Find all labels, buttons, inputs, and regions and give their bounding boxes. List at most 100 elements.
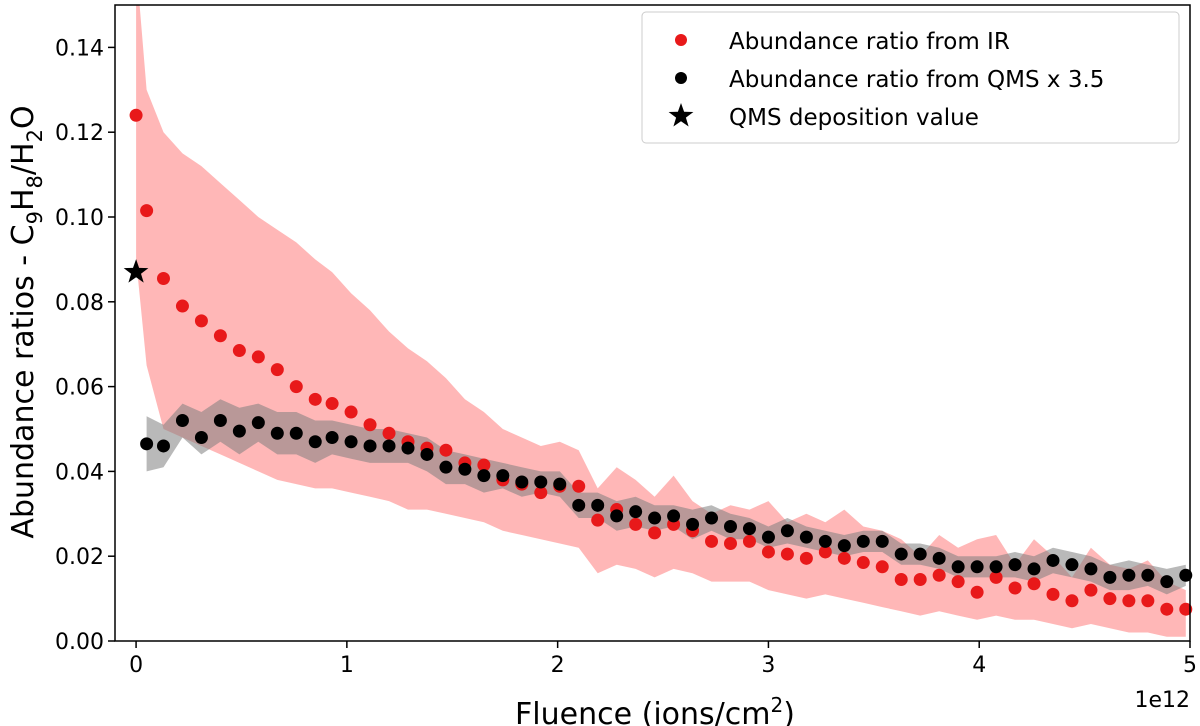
plot-frame xyxy=(114,4,1191,642)
legend-label-star: QMS deposition value xyxy=(729,105,979,131)
qms-point xyxy=(534,475,548,489)
qms-point xyxy=(648,511,662,525)
qms-point xyxy=(1027,562,1041,576)
deposition-star xyxy=(123,259,149,283)
qms-point xyxy=(629,505,643,519)
qms-point xyxy=(175,414,189,428)
qms-point xyxy=(496,469,510,483)
legend-label-ir: Abundance ratio from IR xyxy=(729,29,1010,55)
ir-point xyxy=(175,299,189,313)
y-tick-label: 0.04 xyxy=(55,460,104,485)
qms-point xyxy=(401,441,415,455)
ir-point xyxy=(1084,583,1098,597)
qms-point xyxy=(761,530,775,544)
qms-point xyxy=(194,430,208,444)
ir-point xyxy=(1046,587,1060,601)
x-axis-ticks: 0 1 2 3 4 5 xyxy=(129,641,1197,678)
y-tick-label: 0.00 xyxy=(55,630,104,655)
qms-point xyxy=(1122,568,1136,582)
y-tick-label: 0.10 xyxy=(55,206,104,231)
ir-point xyxy=(989,570,1003,584)
ir-point xyxy=(344,405,358,419)
x-offset-label: 1e12 xyxy=(1134,688,1190,713)
ir-point xyxy=(591,513,605,527)
qms-point xyxy=(308,435,322,449)
qms-point xyxy=(894,547,908,561)
qms-point xyxy=(799,530,813,544)
ir-point xyxy=(629,517,643,531)
qms-point xyxy=(723,520,737,534)
ir-point xyxy=(270,363,284,377)
qms-point xyxy=(572,498,586,512)
ir-point xyxy=(1027,577,1041,591)
data-points xyxy=(123,108,1193,616)
ir-point xyxy=(194,314,208,328)
qms-point xyxy=(270,426,284,440)
ir-point xyxy=(363,418,377,432)
ir-point xyxy=(251,350,265,364)
ir-point xyxy=(742,534,756,548)
ir-point xyxy=(232,344,246,358)
y-tick-label: 0.08 xyxy=(55,291,104,316)
qms-point xyxy=(477,469,491,483)
qms-point xyxy=(591,498,605,512)
ir-point xyxy=(156,271,170,285)
y-tick-label: 0.02 xyxy=(55,545,104,570)
ir-point xyxy=(213,329,227,343)
ir-point xyxy=(129,108,143,122)
ir-point xyxy=(932,568,946,582)
qms-point xyxy=(251,416,265,430)
qms-point xyxy=(989,560,1003,574)
legend-marker-ir xyxy=(675,34,687,46)
qms-point xyxy=(515,475,529,489)
qms-point xyxy=(213,414,227,428)
ir-point xyxy=(723,536,737,550)
ir-point xyxy=(837,551,851,565)
qms-point xyxy=(553,477,567,491)
ir-point xyxy=(1103,592,1117,606)
qms-point xyxy=(382,439,396,453)
ir-point xyxy=(1065,594,1079,608)
legend-marker-qms xyxy=(675,72,687,84)
qms-point xyxy=(1008,558,1022,572)
qms-point xyxy=(156,439,170,453)
qms-point xyxy=(1103,570,1117,584)
ir-point xyxy=(382,426,396,440)
ir-point xyxy=(705,534,719,548)
ir-point xyxy=(799,551,813,565)
qms-point xyxy=(1179,568,1193,582)
qms-point xyxy=(458,462,472,476)
y-tick-label: 0.06 xyxy=(55,376,104,401)
qms-point xyxy=(325,430,339,444)
ir-point xyxy=(308,392,322,406)
ir-point xyxy=(818,545,832,559)
ir-point xyxy=(1141,594,1155,608)
ir-point xyxy=(1008,581,1022,595)
qms-point xyxy=(856,534,870,548)
ir-error-band xyxy=(136,5,1186,637)
ir-point xyxy=(894,573,908,587)
qms-point xyxy=(667,509,681,523)
ir-point xyxy=(970,585,984,599)
ir-point xyxy=(1179,602,1193,616)
x-tick-label: 2 xyxy=(551,653,565,678)
y-axis-label: Abundance ratios - C9H8/H2O xyxy=(6,105,47,538)
y-tick-label: 0.12 xyxy=(55,121,104,146)
qms-point xyxy=(932,551,946,565)
qms-point xyxy=(363,439,377,453)
ir-point xyxy=(913,573,927,587)
ir-point xyxy=(439,443,453,457)
ir-point xyxy=(951,575,965,589)
ir-point xyxy=(648,526,662,540)
ir-point xyxy=(140,204,154,218)
qms-point xyxy=(439,460,453,474)
qms-point xyxy=(780,524,794,538)
ir-point xyxy=(761,545,775,559)
qms-point xyxy=(344,435,358,449)
x-tick-label: 0 xyxy=(129,653,143,678)
y-tick-label: 0.14 xyxy=(55,36,104,61)
ir-point xyxy=(1160,602,1174,616)
qms-point xyxy=(1046,553,1060,567)
qms-point xyxy=(705,511,719,525)
